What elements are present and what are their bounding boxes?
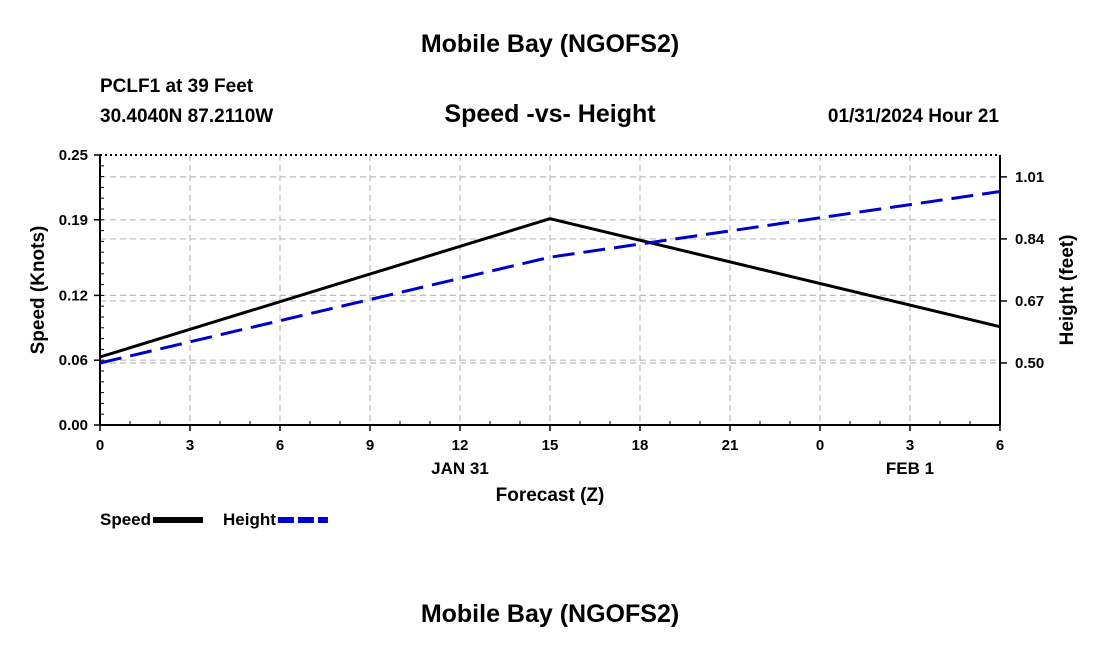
y-tick-label: 0.12: [59, 287, 88, 304]
series-line-height: [99, 190, 1001, 365]
y-tick-label: 0.19: [59, 212, 88, 229]
y-tick-label: 0.25: [59, 147, 88, 164]
x-date-label: FEB 1: [886, 459, 934, 478]
x-date-label: JAN 31: [431, 459, 489, 478]
x-tick-label: 12: [452, 437, 469, 454]
x-axis-title: Forecast (Z): [496, 485, 605, 506]
x-tick-label: 21: [722, 437, 739, 454]
y-tick-label: 0.00: [59, 417, 88, 434]
station-coordinates: 30.4040N 87.2110W: [100, 106, 274, 127]
y2-tick-label: 1.01: [1015, 169, 1044, 186]
x-tick-label: 0: [96, 437, 104, 454]
y2-axis-title: Height (feet): [1057, 235, 1078, 346]
y2-tick-label: 0.84: [1015, 231, 1045, 248]
x-tick-label: 3: [186, 437, 194, 454]
y2-tick-label: 0.67: [1015, 293, 1044, 310]
series-line-speed: [99, 217, 1001, 359]
x-tick-label: 9: [366, 437, 374, 454]
x-tick-label: 0: [816, 437, 824, 454]
footer-title: Mobile Bay (NGOFS2): [420, 600, 680, 628]
legend-label: Speed: [100, 510, 151, 529]
x-tick-label: 18: [632, 437, 649, 454]
chart-title: Mobile Bay (NGOFS2): [420, 30, 680, 58]
x-tick-label: 6: [996, 437, 1004, 454]
y-axis-title: Speed (Knots): [28, 226, 49, 355]
y2-tick-label: 0.50: [1015, 355, 1044, 372]
x-tick-label: 15: [542, 437, 559, 454]
forecast-datetime: 01/31/2024 Hour 21: [827, 106, 999, 127]
x-tick-label: 3: [906, 437, 914, 454]
chart-subtitle: Speed -vs- Height: [444, 100, 656, 128]
station-name: PCLF1 at 39 Feet: [100, 76, 254, 97]
x-tick-label: 6: [276, 437, 284, 454]
y-tick-label: 0.06: [59, 352, 88, 369]
legend-label: Height: [223, 510, 276, 529]
